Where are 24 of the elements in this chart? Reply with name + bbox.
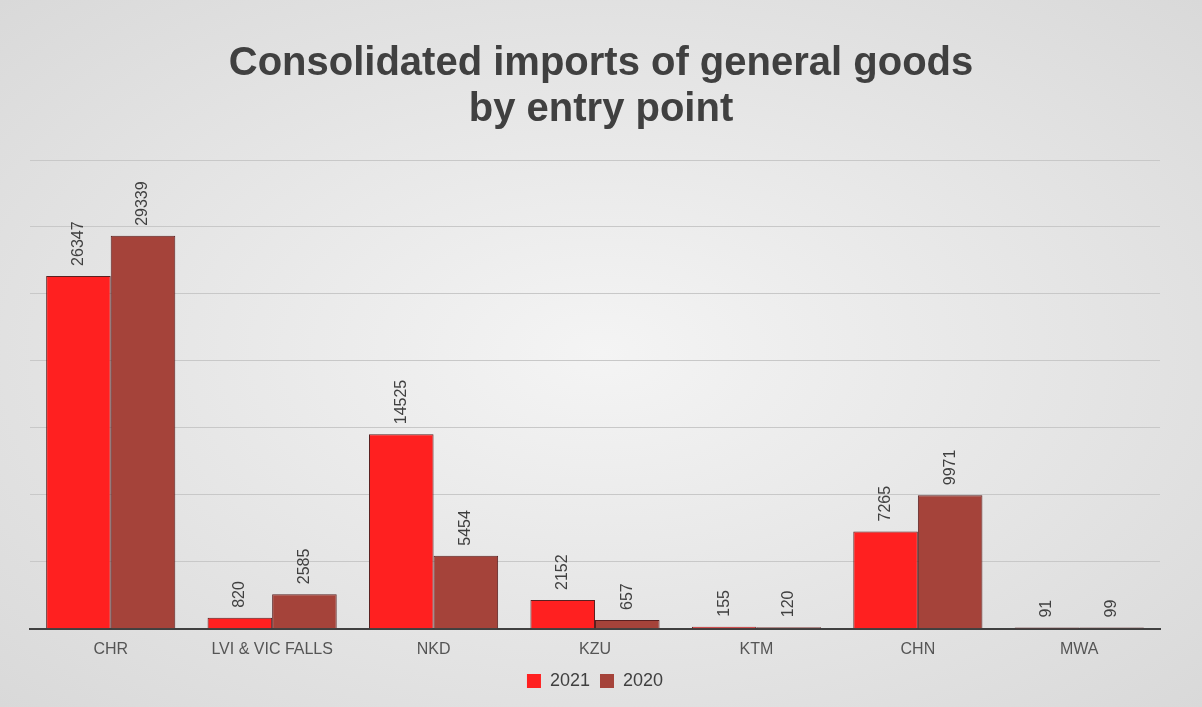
- x-tick-label: KZU: [579, 639, 611, 657]
- data-label: 120: [779, 590, 797, 618]
- data-label: 7265: [875, 485, 893, 522]
- x-tick-label: LVI & VIC FALLS: [211, 639, 333, 657]
- data-label: 5454: [456, 510, 474, 546]
- x-tick-label: MWA: [1060, 639, 1099, 657]
- data-label: 155: [714, 589, 732, 617]
- x-tick-label: NKD: [416, 639, 451, 657]
- data-label: 820: [230, 581, 248, 608]
- data-label: 2152: [553, 554, 571, 590]
- data-label: 91: [1037, 599, 1055, 618]
- legend-label: 2020: [623, 669, 664, 690]
- data-label: 657: [617, 583, 635, 610]
- x-tick-label: CHR: [93, 639, 129, 657]
- data-label: 2585: [294, 548, 312, 585]
- legend-label: 2021: [549, 669, 590, 690]
- chart-title: Consolidated imports of general goods by entry point: [227, 38, 975, 130]
- x-tick-label: CHN: [900, 639, 936, 657]
- data-label: 26347: [68, 221, 86, 266]
- x-tick-label: KTM: [739, 639, 774, 657]
- data-label: 29339: [133, 181, 151, 226]
- data-label: 99: [1101, 599, 1119, 618]
- data-label: 9971: [940, 449, 958, 486]
- data-label: 14525: [391, 379, 409, 425]
